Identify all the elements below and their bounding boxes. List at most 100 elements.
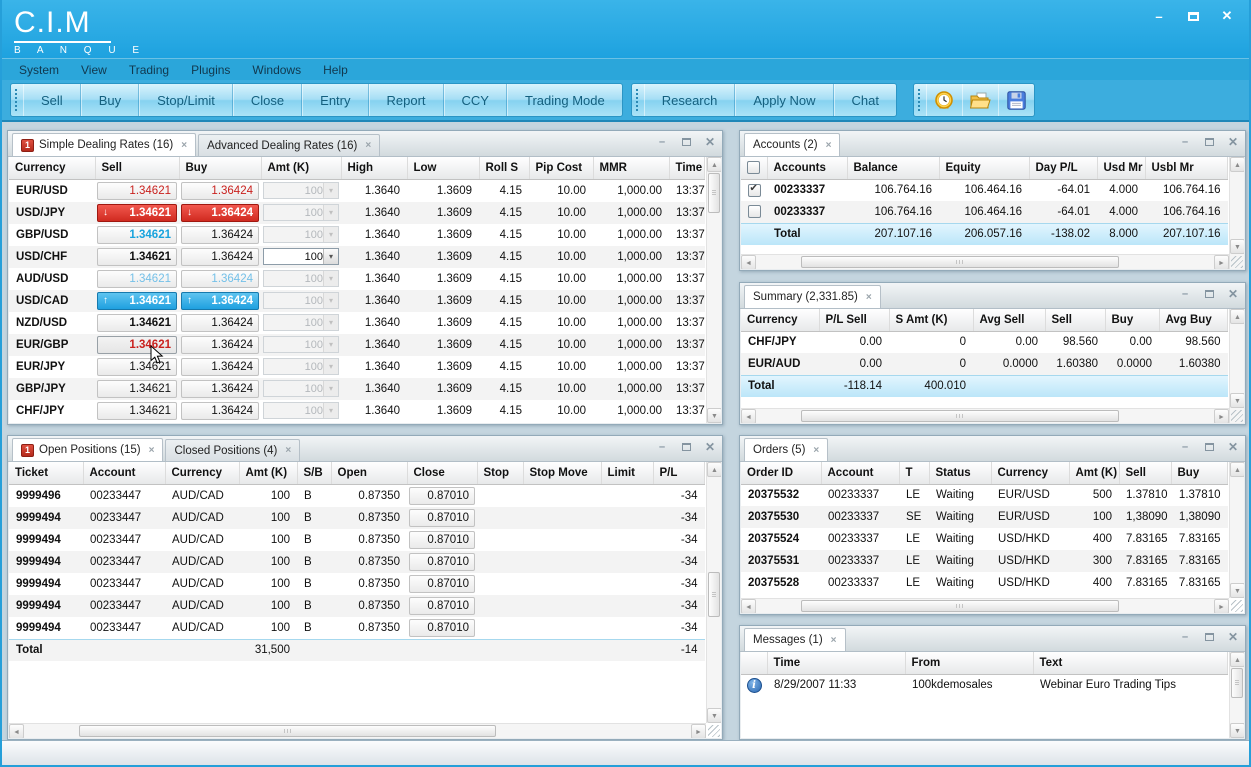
horizontal-scrollbar[interactable]: ◄ ► [741,598,1229,613]
sell-quote-button[interactable]: 1.34621 [97,335,177,354]
buy-quote-button[interactable]: 1.36424 [181,379,259,398]
column-header-account[interactable]: Account [821,462,900,485]
column-header-sell[interactable]: Sell [1045,309,1106,332]
buy-quote-button[interactable]: 1.36424 [181,313,259,332]
column-header-pl_sell[interactable]: P/L Sell [819,309,890,332]
checkbox[interactable] [747,161,760,175]
tab-open-positions[interactable]: 1 Open Positions (15) [12,438,164,461]
panel-minimize-icon[interactable] [656,441,668,453]
toolbar-button-report[interactable]: Report [368,84,444,116]
scroll-up-icon[interactable]: ▲ [1230,462,1244,477]
horizontal-scrollbar[interactable]: ◄ ► [9,723,706,738]
column-header-currency[interactable]: Currency [741,309,820,332]
scroll-up-icon[interactable]: ▲ [1230,157,1244,172]
table-row[interactable]: NZD/USD 1.34621 1.36424 100 ▾ 1.3640 1.3609 4.1… [9,312,705,334]
panel-close-icon[interactable] [1227,288,1239,300]
table-row[interactable]: 9999494 00233447 AUD/CAD 100 B 0.87350 0.87010… [9,529,705,551]
scroll-down-icon[interactable]: ▼ [707,708,721,723]
close-quote-button[interactable]: 0.87010 [409,552,475,571]
save-icon[interactable] [997,84,1034,116]
vertical-scrollbar[interactable]: ▲ ▼ [1229,309,1244,423]
menu-windows[interactable]: Windows [252,62,302,77]
buy-quote-button[interactable]: 1.36424 [181,335,259,354]
drag-handle-icon[interactable] [917,89,924,111]
scroll-left-icon[interactable]: ◄ [9,724,24,738]
resize-grip[interactable] [1231,410,1243,422]
sell-quote-button[interactable]: 1.34621 [97,269,177,288]
maximize-icon[interactable] [1185,8,1201,24]
panel-maximize-icon[interactable] [1203,288,1215,300]
scrollbar-thumb[interactable] [801,410,1119,422]
sell-quote-button[interactable]: ↓ 1.34621 [97,203,177,222]
close-quote-button[interactable]: 0.87010 [409,596,475,615]
buy-quote-button[interactable]: 1.36424 [181,357,259,376]
column-header-text[interactable]: Text [1033,652,1228,675]
table-row[interactable]: USD/CAD ↑ 1.34621 ↑ 1.36424 100 ▾ 1.3640 1.3609 4… [9,289,705,312]
sell-quote-button[interactable]: 1.34621 [97,247,177,266]
total-row[interactable]: Total -118.14 400.010 [741,375,1228,397]
total-row[interactable]: Total 207.107.16 206.057.16 -138.02 8.000 207… [741,223,1228,245]
table-row[interactable]: AUD/USD 1.34621 1.36424 100 ▾ 1.3640 1.3609 4.1… [9,268,705,290]
column-header-stop_move[interactable]: Stop Move [523,462,602,485]
table-row[interactable]: 9999494 00233447 AUD/CAD 100 B 0.87350 0.87010… [9,573,705,595]
sell-quote-button[interactable]: 1.34621 [97,357,177,376]
scrollbar-thumb[interactable] [1231,668,1243,698]
scrollbar-thumb[interactable] [801,600,1119,612]
amount-dropdown[interactable]: 100 ▾ [263,248,339,265]
tab-close-icon[interactable] [149,445,155,456]
column-header-low[interactable]: Low [407,157,480,180]
scroll-left-icon[interactable]: ◄ [741,409,756,423]
vertical-scrollbar[interactable]: ▲ ▼ [1229,652,1244,738]
column-header-balance[interactable]: Balance [847,157,940,180]
buy-quote-button[interactable]: ↑ 1.36424 [181,291,259,310]
panel-minimize-icon[interactable] [1179,288,1191,300]
toolbar-button-trading-mode[interactable]: Trading Mode [506,84,622,116]
toolbar-button-chat[interactable]: Chat [833,84,896,116]
vertical-scrollbar[interactable]: ▲ ▼ [1229,157,1244,269]
tab-summary[interactable]: Summary (2,331.85) [744,285,881,308]
vertical-scrollbar[interactable]: ▲ ▼ [706,157,721,423]
sell-quote-button[interactable]: ↑ 1.34621 [97,291,177,310]
scroll-up-icon[interactable]: ▲ [707,157,721,172]
column-header-close[interactable]: Close [407,462,478,485]
tab-close-icon[interactable] [813,445,819,456]
close-icon[interactable] [1219,8,1235,24]
sell-quote-button[interactable]: 1.34621 [97,181,177,200]
close-quote-button[interactable]: 0.87010 [409,508,475,527]
table-row[interactable]: 20375530 00233337 SE Waiting EUR/USD 100 1,380… [741,506,1228,528]
close-quote-button[interactable]: 0.87010 [409,574,475,593]
buy-quote-button[interactable]: 1.36424 [181,247,259,266]
drag-handle-icon[interactable] [15,89,21,111]
column-header-mmr[interactable]: MMR [593,157,670,180]
tab-close-icon[interactable] [365,140,371,151]
horizontal-scrollbar[interactable]: ◄ ► [741,254,1229,269]
column-header-amt[interactable]: Amt (K) [1069,462,1120,485]
sell-quote-button[interactable]: 1.34621 [97,379,177,398]
column-header-pip_cost[interactable]: Pip Cost [529,157,594,180]
tab-close-icon[interactable] [866,292,872,303]
panel-maximize-icon[interactable] [680,136,692,148]
column-header-from[interactable]: From [905,652,1034,675]
toolbar-button-apply-now[interactable]: Apply Now [735,84,834,116]
scroll-right-icon[interactable]: ► [691,724,706,738]
scroll-down-icon[interactable]: ▼ [1230,239,1244,254]
column-header-ticket[interactable]: Ticket [9,462,84,485]
scroll-left-icon[interactable]: ◄ [741,255,756,269]
tab-close-icon[interactable] [831,635,837,646]
panel-close-icon[interactable] [1227,136,1239,148]
scroll-left-icon[interactable]: ◄ [741,599,756,613]
checkbox[interactable] [747,205,761,219]
panel-minimize-icon[interactable] [1179,441,1191,453]
panel-close-icon[interactable] [1227,631,1239,643]
buy-quote-button[interactable]: ↓ 1.36424 [181,203,259,222]
table-row[interactable]: 9999494 00233447 AUD/CAD 100 B 0.87350 0.87010… [9,594,705,617]
scroll-down-icon[interactable]: ▼ [707,408,721,423]
table-row[interactable]: 9999494 00233447 AUD/CAD 100 B 0.87350 0.87010… [9,617,705,640]
open-folder-icon[interactable] [961,84,998,116]
column-header-pl[interactable]: P/L [653,462,705,485]
tab-orders[interactable]: Orders (5) [744,438,829,461]
toolbar-button-research[interactable]: Research [643,84,736,116]
column-header-has_icon[interactable] [741,652,768,675]
resize-grip[interactable] [708,725,720,737]
